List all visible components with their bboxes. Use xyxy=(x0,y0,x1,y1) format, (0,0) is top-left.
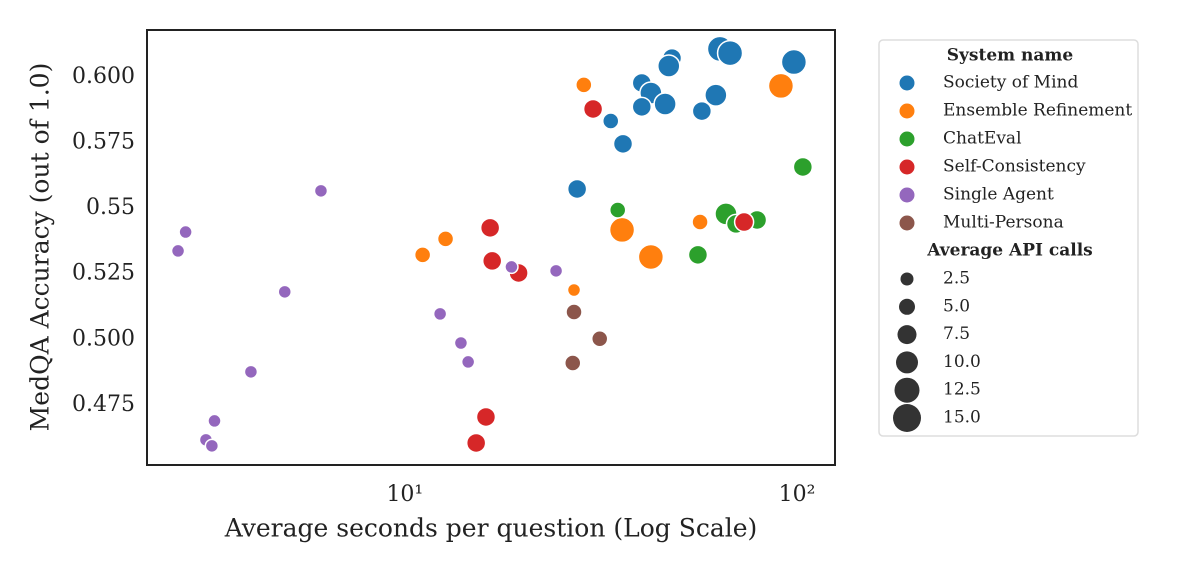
bubble xyxy=(436,230,455,248)
legend-marker xyxy=(899,103,915,119)
y-tick-label: 0.55 xyxy=(86,195,135,220)
bubble xyxy=(582,98,604,120)
legend-label: Ensemble Refinement xyxy=(943,101,1132,121)
bubble xyxy=(504,259,519,275)
bubble xyxy=(178,224,193,240)
bubble xyxy=(563,354,582,372)
bubble xyxy=(792,156,814,178)
legend-box xyxy=(878,39,1139,437)
bubble xyxy=(566,178,588,200)
legend-marker xyxy=(899,215,915,231)
bubble xyxy=(590,330,609,348)
bubble xyxy=(575,76,593,94)
size-legend-label: 5.0 xyxy=(943,296,970,316)
size-legend-title: Average API calls xyxy=(926,241,1092,261)
bubble xyxy=(687,244,709,266)
bubble xyxy=(460,354,476,370)
legend-marker xyxy=(899,187,915,203)
legend-label: Self-Consistency xyxy=(943,157,1086,177)
size-legend-marker xyxy=(899,298,915,315)
bubble xyxy=(204,438,220,454)
bubble xyxy=(432,306,448,322)
size-legend-marker xyxy=(894,377,920,403)
bubble xyxy=(481,250,503,272)
bubble xyxy=(608,201,627,219)
y-tick-label: 0.500 xyxy=(72,326,135,351)
bubble xyxy=(475,406,497,428)
bubble xyxy=(733,211,755,233)
bubble xyxy=(277,284,293,300)
x-tick-label: 10² xyxy=(779,482,816,507)
size-legend-marker xyxy=(893,404,921,432)
bubble xyxy=(602,112,620,130)
plot-frame xyxy=(146,29,836,466)
size-legend-marker xyxy=(896,351,918,374)
bubble xyxy=(243,364,259,380)
legend-label: Multi-Persona xyxy=(943,213,1064,233)
y-tick-label: 0.525 xyxy=(72,261,135,286)
bubble xyxy=(691,213,709,231)
bubble xyxy=(637,243,665,271)
legend-label: ChatEval xyxy=(943,129,1022,149)
legend-marker xyxy=(899,131,915,147)
bubble xyxy=(631,96,653,118)
y-tick-label: 0.575 xyxy=(72,130,135,155)
bubble xyxy=(653,92,677,116)
bubble xyxy=(548,263,564,279)
bubble xyxy=(691,100,713,122)
size-legend-label: 10.0 xyxy=(943,352,981,372)
size-legend-marker xyxy=(900,272,914,286)
size-legend-label: 15.0 xyxy=(943,408,981,428)
bubble xyxy=(566,282,582,298)
bubble xyxy=(716,39,744,67)
bubble xyxy=(657,54,681,78)
bubble xyxy=(170,243,186,259)
bubble xyxy=(704,83,728,107)
size-legend-label: 12.5 xyxy=(943,380,981,400)
x-axis-label: Average seconds per question (Log Scale) xyxy=(224,514,758,543)
y-tick-label: 0.475 xyxy=(72,392,135,417)
legend-marker xyxy=(899,75,915,91)
bubble xyxy=(207,413,222,429)
bubble xyxy=(608,216,636,244)
size-legend-label: 7.5 xyxy=(943,324,970,344)
size-legend-marker xyxy=(897,325,917,345)
y-tick-label: 0.600 xyxy=(72,64,135,89)
bubble xyxy=(767,72,795,100)
x-tick-label: 10¹ xyxy=(386,482,423,507)
bubble xyxy=(465,432,487,454)
legend-label: Single Agent xyxy=(943,185,1054,205)
size-legend-label: 2.5 xyxy=(943,269,970,289)
bubble xyxy=(313,183,329,199)
legend-marker xyxy=(899,159,915,175)
bubble xyxy=(479,217,501,239)
y-axis-label: MedQA Accuracy (out of 1.0) xyxy=(26,63,55,432)
bubble xyxy=(413,246,432,264)
bubble xyxy=(453,335,469,351)
legend-label: Society of Mind xyxy=(943,73,1078,93)
legend-title: System name xyxy=(947,46,1074,66)
bubble xyxy=(565,303,583,321)
bubble xyxy=(612,133,634,155)
bubble xyxy=(780,48,808,76)
